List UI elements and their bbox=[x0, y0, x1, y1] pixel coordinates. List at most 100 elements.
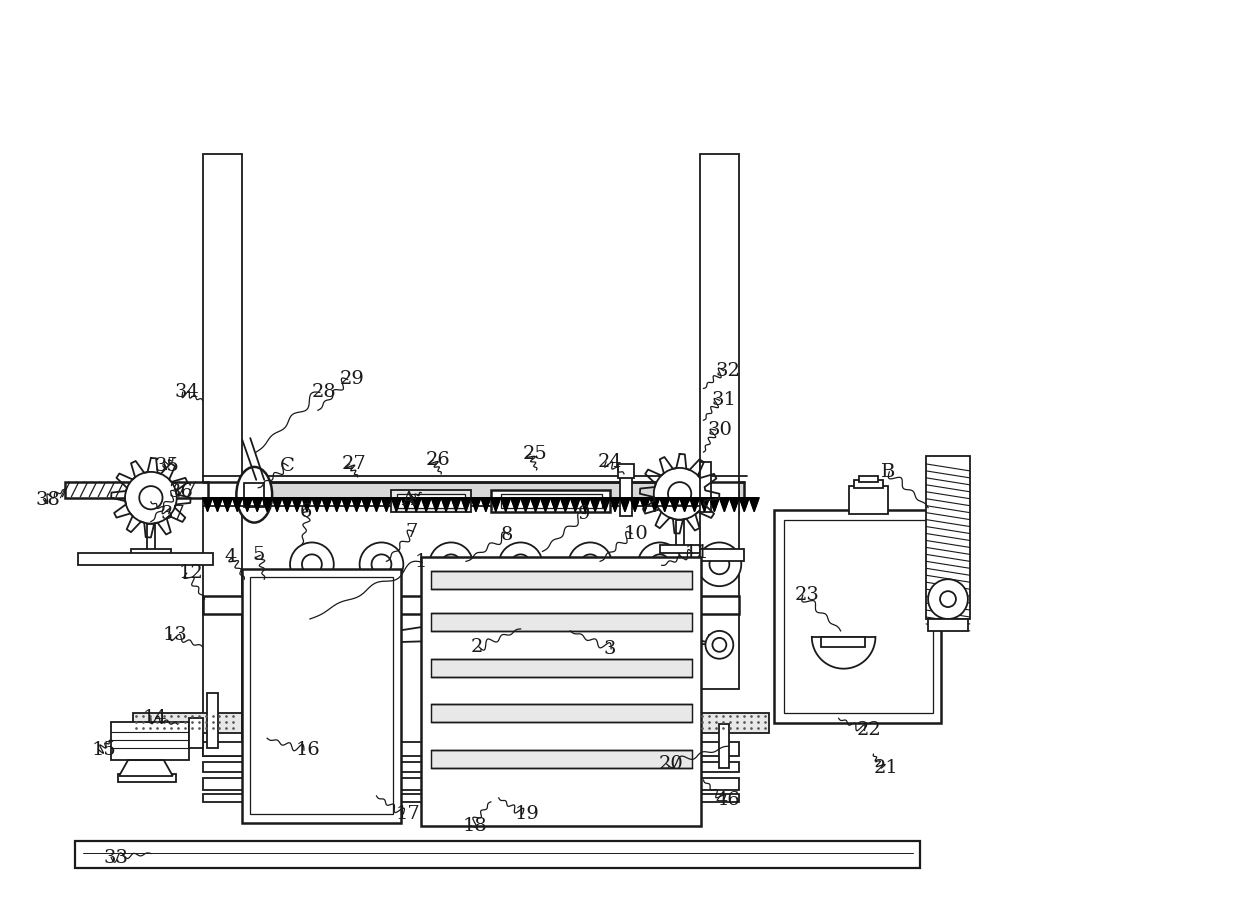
Polygon shape bbox=[670, 498, 680, 512]
Bar bbox=[491, 490, 610, 512]
Text: 18: 18 bbox=[463, 816, 487, 834]
Bar bbox=[244, 483, 264, 507]
Bar bbox=[618, 464, 634, 478]
Text: 28: 28 bbox=[312, 384, 336, 402]
Circle shape bbox=[653, 468, 706, 520]
Text: 3: 3 bbox=[603, 639, 615, 658]
Circle shape bbox=[698, 542, 742, 586]
Bar bbox=[188, 718, 202, 748]
Polygon shape bbox=[432, 498, 441, 512]
Polygon shape bbox=[640, 498, 650, 512]
Polygon shape bbox=[461, 498, 471, 512]
Bar bbox=[699, 154, 739, 688]
Polygon shape bbox=[650, 498, 660, 512]
Text: B: B bbox=[882, 463, 895, 481]
Polygon shape bbox=[471, 498, 481, 512]
Polygon shape bbox=[412, 498, 422, 512]
Polygon shape bbox=[362, 498, 372, 512]
Text: 27: 27 bbox=[342, 455, 367, 473]
Bar bbox=[709, 635, 729, 645]
Bar bbox=[620, 476, 632, 515]
Circle shape bbox=[372, 554, 392, 574]
Polygon shape bbox=[293, 498, 303, 512]
Text: 9: 9 bbox=[578, 504, 590, 522]
Bar bbox=[928, 619, 968, 631]
Polygon shape bbox=[402, 498, 412, 512]
Polygon shape bbox=[749, 498, 759, 512]
Bar bbox=[202, 778, 739, 790]
Polygon shape bbox=[541, 498, 551, 512]
Bar bbox=[78, 553, 212, 565]
Polygon shape bbox=[660, 498, 670, 512]
Bar bbox=[397, 493, 465, 508]
Text: 29: 29 bbox=[340, 370, 365, 388]
Text: 4: 4 bbox=[224, 549, 237, 566]
Bar bbox=[202, 762, 739, 772]
Polygon shape bbox=[342, 498, 352, 512]
Circle shape bbox=[668, 483, 691, 505]
Polygon shape bbox=[322, 498, 332, 512]
Circle shape bbox=[429, 542, 472, 586]
Bar bbox=[250, 577, 393, 814]
Circle shape bbox=[498, 593, 563, 657]
Text: 30: 30 bbox=[708, 421, 733, 439]
Polygon shape bbox=[560, 498, 570, 512]
Bar bbox=[207, 693, 218, 748]
Polygon shape bbox=[709, 498, 719, 512]
Polygon shape bbox=[570, 498, 580, 512]
Circle shape bbox=[293, 631, 321, 658]
Polygon shape bbox=[352, 498, 362, 512]
Bar bbox=[719, 725, 729, 768]
Bar bbox=[699, 714, 769, 733]
Text: 1: 1 bbox=[414, 553, 427, 571]
Polygon shape bbox=[262, 498, 272, 512]
Bar bbox=[821, 637, 866, 647]
Polygon shape bbox=[372, 498, 382, 512]
Bar bbox=[517, 596, 525, 614]
Circle shape bbox=[139, 486, 162, 510]
Bar bbox=[699, 490, 739, 513]
Text: 15: 15 bbox=[92, 741, 117, 759]
Text: 17: 17 bbox=[396, 805, 420, 823]
Circle shape bbox=[580, 554, 600, 574]
Text: 22: 22 bbox=[857, 721, 882, 739]
Circle shape bbox=[511, 554, 531, 574]
Text: 13: 13 bbox=[162, 626, 187, 644]
Text: 5: 5 bbox=[252, 546, 264, 564]
Bar bbox=[362, 690, 386, 702]
Circle shape bbox=[125, 472, 177, 523]
Bar bbox=[699, 462, 712, 512]
Bar bbox=[422, 558, 702, 825]
Text: 38: 38 bbox=[36, 491, 61, 509]
Polygon shape bbox=[332, 498, 342, 512]
Bar bbox=[784, 520, 932, 714]
Bar bbox=[774, 510, 941, 724]
Polygon shape bbox=[501, 498, 511, 512]
Polygon shape bbox=[441, 498, 451, 512]
Text: 19: 19 bbox=[515, 805, 539, 823]
Bar bbox=[202, 482, 744, 498]
Text: 35: 35 bbox=[155, 457, 180, 475]
Polygon shape bbox=[531, 498, 541, 512]
Bar bbox=[848, 486, 888, 513]
Bar bbox=[202, 742, 739, 756]
Bar bbox=[501, 493, 603, 508]
Text: 14: 14 bbox=[143, 709, 167, 727]
Bar bbox=[133, 714, 242, 733]
Circle shape bbox=[713, 638, 727, 652]
Circle shape bbox=[363, 688, 383, 708]
Text: 34: 34 bbox=[175, 384, 200, 402]
Bar bbox=[392, 490, 471, 512]
Circle shape bbox=[928, 580, 968, 619]
Text: 25: 25 bbox=[522, 445, 547, 463]
Text: 26: 26 bbox=[425, 451, 450, 469]
Bar bbox=[242, 570, 402, 823]
Bar bbox=[448, 596, 455, 614]
Text: 10: 10 bbox=[624, 524, 649, 542]
Bar bbox=[858, 476, 878, 482]
Polygon shape bbox=[202, 498, 212, 512]
Bar bbox=[112, 722, 188, 760]
Bar bbox=[202, 154, 242, 756]
Text: 31: 31 bbox=[712, 391, 737, 409]
Bar bbox=[131, 550, 171, 558]
